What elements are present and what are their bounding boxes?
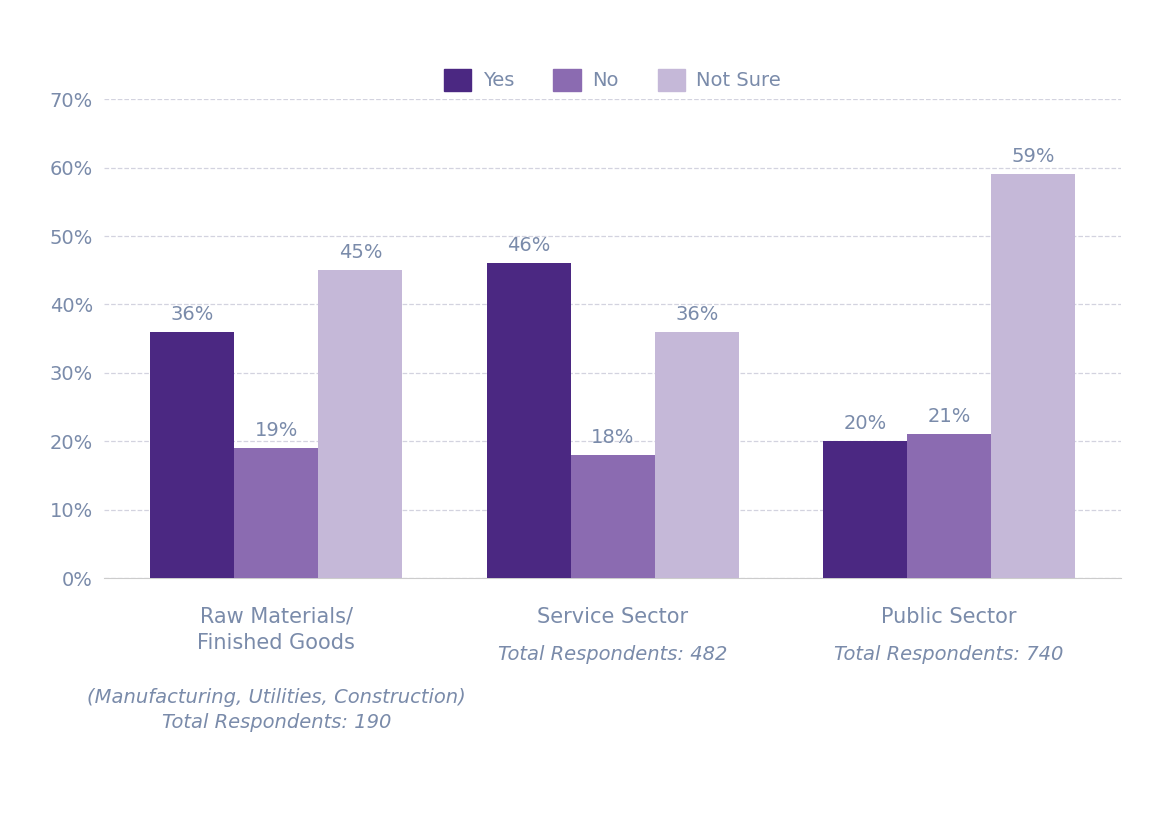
Bar (487, 263, 571, 578)
Text: Raw Materials/
Finished Goods: Raw Materials/ Finished Goods (198, 607, 355, 653)
Text: 36%: 36% (171, 305, 214, 324)
Bar (991, 174, 1075, 578)
Text: Total Respondents: 740: Total Respondents: 740 (835, 645, 1064, 664)
Bar (571, 455, 654, 578)
Bar (654, 332, 739, 578)
Text: Service Sector: Service Sector (538, 607, 688, 627)
Text: 46%: 46% (507, 236, 550, 255)
Bar (823, 441, 907, 578)
Text: 59%: 59% (1012, 147, 1054, 166)
Bar (150, 332, 235, 578)
Legend: Yes, No, Not Sure: Yes, No, Not Sure (436, 61, 790, 99)
Text: 36%: 36% (675, 305, 718, 324)
Text: 45%: 45% (339, 243, 383, 262)
Text: 21%: 21% (927, 407, 971, 426)
Text: 18%: 18% (591, 428, 635, 447)
Text: 19%: 19% (254, 421, 298, 440)
Bar (907, 434, 991, 578)
Text: (Manufacturing, Utilities, Construction)
Total Respondents: 190: (Manufacturing, Utilities, Construction)… (87, 688, 466, 733)
Bar (318, 270, 402, 578)
Text: Total Respondents: 482: Total Respondents: 482 (498, 645, 727, 664)
Text: Public Sector: Public Sector (881, 607, 1017, 627)
Bar (235, 449, 318, 578)
Text: 20%: 20% (843, 414, 887, 433)
